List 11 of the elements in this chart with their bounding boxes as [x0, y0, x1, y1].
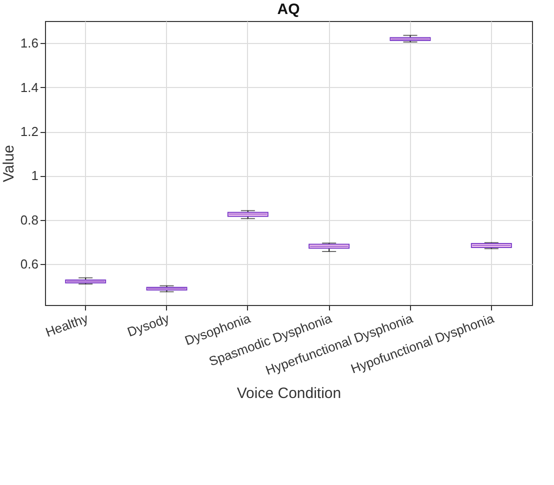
- y-axis-title: Value: [0, 144, 18, 182]
- x-tick-label: Dysody: [125, 310, 172, 340]
- y-tick-label: 1.2: [20, 124, 38, 140]
- y-tick-label: 1.6: [20, 36, 38, 51]
- y-tick-label: 0.6: [20, 256, 38, 272]
- chart-title: AQ: [277, 1, 300, 18]
- y-tick-label: 1: [31, 168, 38, 184]
- x-tick-label: Healthy: [43, 310, 90, 340]
- y-tick-label: 0.8: [20, 212, 38, 228]
- x-axis-title: Voice Condition: [236, 384, 342, 402]
- y-tick-label: 1.4: [20, 80, 38, 95]
